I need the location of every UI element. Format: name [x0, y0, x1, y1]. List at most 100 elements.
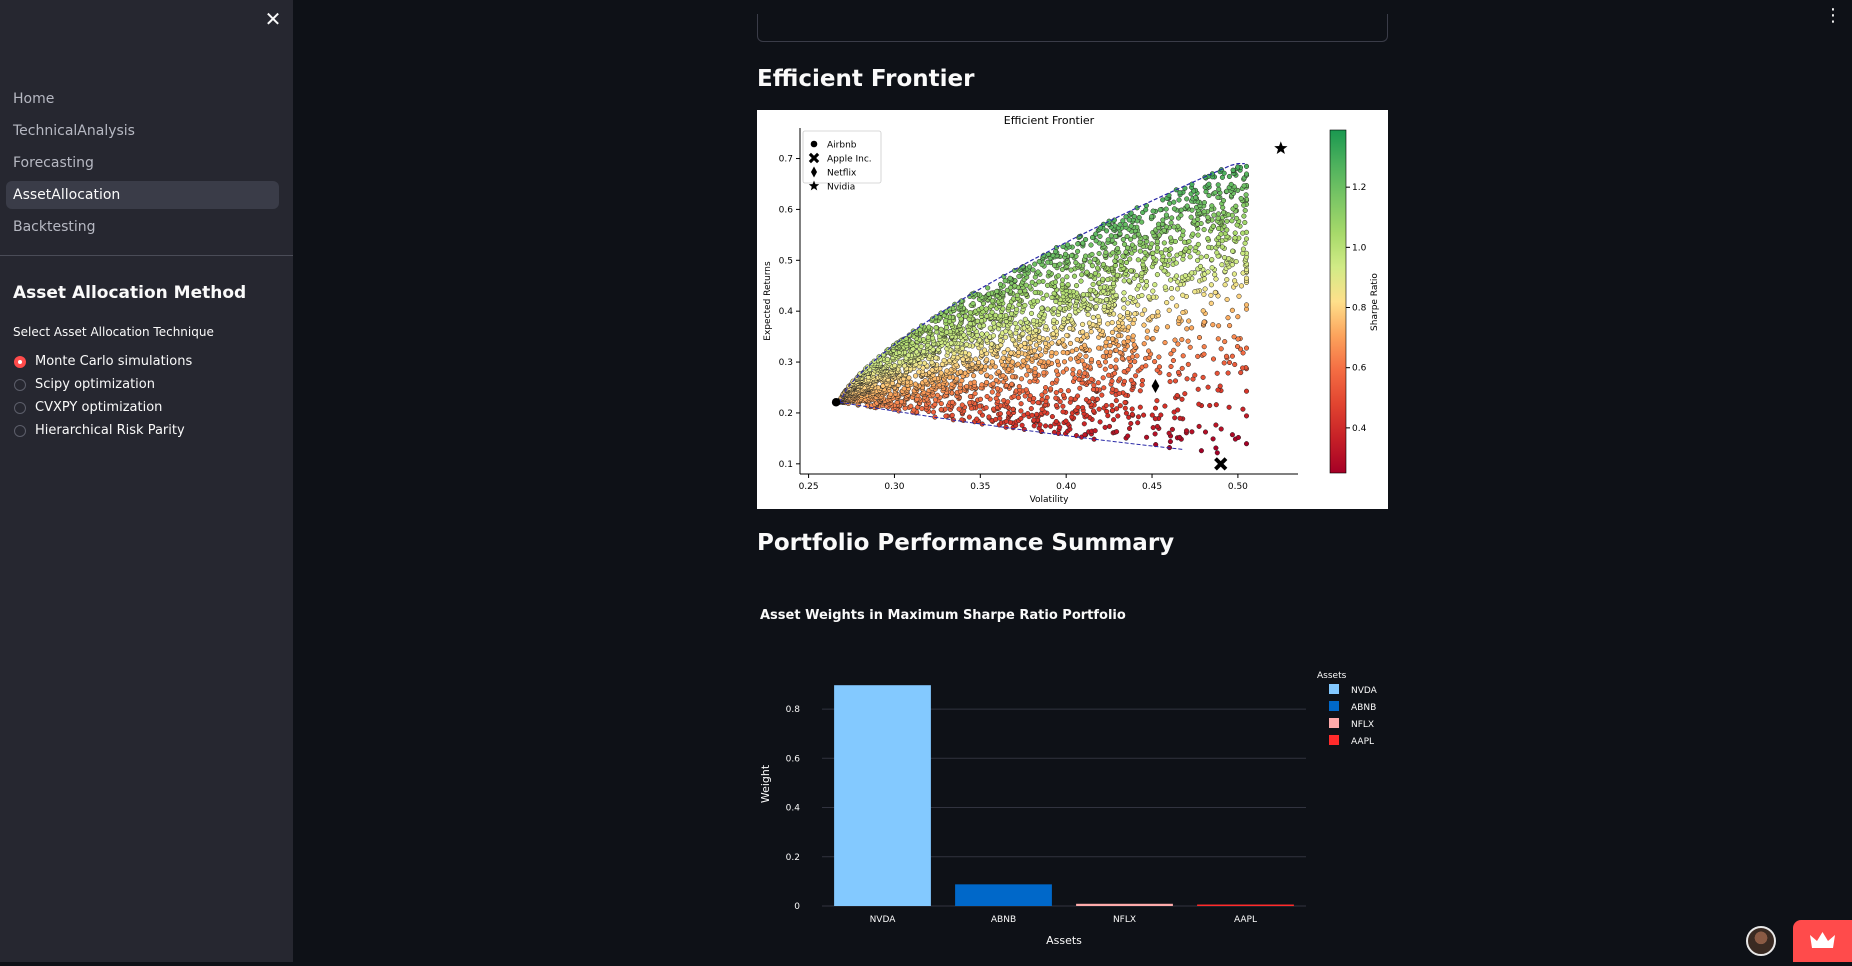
portfolio-point [1025, 411, 1031, 417]
sidebar-item-backtesting[interactable]: Backtesting [13, 219, 96, 235]
close-icon[interactable]: ✕ [264, 7, 282, 31]
portfolio-point [1089, 376, 1095, 382]
portfolio-point [1093, 304, 1099, 310]
radio-cvxpy[interactable]: CVXPY optimization [14, 396, 192, 419]
portfolio-point [1127, 363, 1134, 369]
portfolio-point [1067, 325, 1073, 331]
portfolio-point [1215, 336, 1221, 342]
portfolio-point [906, 375, 912, 381]
portfolio-point [1108, 233, 1114, 239]
x-tick-label: NFLX [1113, 915, 1136, 925]
portfolio-point [1168, 235, 1174, 241]
portfolio-point [1162, 340, 1168, 346]
portfolio-point [1121, 278, 1127, 284]
portfolio-point [1039, 406, 1045, 412]
portfolio-point [1110, 250, 1116, 256]
portfolio-point [1229, 218, 1235, 224]
more-vert-icon[interactable]: ⋮ [1824, 5, 1842, 26]
portfolio-point [1101, 385, 1107, 391]
portfolio-point [1131, 213, 1137, 220]
y-axis-label: Weight [759, 764, 772, 803]
portfolio-point [1146, 294, 1152, 300]
portfolio-point [1065, 388, 1071, 394]
portfolio-point [1224, 296, 1230, 303]
portfolio-point [1033, 342, 1039, 348]
portfolio-point [1020, 331, 1026, 337]
portfolio-point [1064, 274, 1070, 280]
portfolio-point [1103, 297, 1109, 303]
portfolio-point [1078, 278, 1084, 284]
portfolio-point [1168, 277, 1174, 283]
portfolio-point [986, 291, 992, 297]
portfolio-point [1096, 345, 1102, 351]
portfolio-point [1238, 283, 1245, 289]
portfolio-point [1058, 388, 1064, 394]
portfolio-point [1196, 334, 1203, 341]
sidebar-item-technical-analysis[interactable]: TechnicalAnalysis [13, 123, 135, 139]
portfolio-point [1154, 325, 1160, 331]
portfolio-point [1139, 270, 1145, 276]
portfolio-point [1081, 362, 1087, 368]
portfolio-point [1121, 241, 1128, 247]
portfolio-point [926, 324, 932, 330]
portfolio-point [1184, 196, 1190, 202]
portfolio-point [1229, 212, 1235, 218]
portfolio-point [1217, 383, 1223, 389]
portfolio-point [1106, 372, 1112, 378]
portfolio-point [1177, 415, 1183, 421]
portfolio-point [1172, 415, 1178, 421]
portfolio-point [1156, 364, 1163, 370]
radio-scipy[interactable]: Scipy optimization [14, 373, 192, 396]
portfolio-point [1021, 426, 1027, 432]
portfolio-point [1040, 295, 1046, 302]
portfolio-point [1130, 333, 1136, 339]
portfolio-point [1115, 245, 1121, 251]
sidebar-item-asset-allocation[interactable]: AssetAllocation [6, 181, 279, 209]
portfolio-point [961, 332, 967, 338]
portfolio-point [1157, 207, 1163, 213]
portfolio-point [1135, 420, 1141, 426]
portfolio-point [1186, 238, 1192, 244]
portfolio-point [1049, 349, 1055, 356]
simulated-portfolios [836, 163, 1250, 456]
portfolio-point [1142, 250, 1148, 256]
portfolio-point [984, 372, 990, 378]
radio-hrp[interactable]: Hierarchical Risk Parity [14, 419, 192, 442]
portfolio-point [1143, 207, 1149, 213]
portfolio-point [1213, 422, 1219, 428]
portfolio-point [1105, 335, 1111, 342]
sidebar-item-forecasting[interactable]: Forecasting [13, 155, 94, 171]
portfolio-point [1154, 423, 1160, 430]
portfolio-point [1060, 392, 1067, 398]
portfolio-point [1185, 361, 1191, 367]
portfolio-point [1187, 254, 1193, 260]
legend-swatch [1329, 701, 1339, 711]
portfolio-point [1238, 195, 1244, 202]
portfolio-point [1057, 261, 1063, 267]
portfolio-point [1128, 210, 1134, 216]
scatter-legend: Airbnb Apple Inc. Netflix Nvidia [802, 130, 882, 193]
crown-button[interactable] [1793, 920, 1852, 962]
portfolio-point [949, 399, 955, 405]
avatar[interactable] [1746, 926, 1776, 956]
portfolio-point [943, 413, 949, 419]
portfolio-point [1154, 398, 1160, 404]
portfolio-point [1054, 377, 1060, 383]
sidebar-item-home[interactable]: Home [13, 91, 55, 107]
portfolio-point [1141, 322, 1147, 328]
portfolio-point [1082, 432, 1088, 438]
portfolio-point [1120, 236, 1126, 243]
portfolio-point [1152, 431, 1158, 437]
portfolio-point [1088, 329, 1094, 335]
radio-monte-carlo[interactable]: Monte Carlo simulations [14, 350, 192, 373]
portfolio-point [1150, 335, 1156, 342]
portfolio-point [1226, 404, 1232, 410]
portfolio-point [966, 414, 972, 420]
portfolio-point [1167, 379, 1173, 385]
portfolio-point [1012, 320, 1018, 326]
portfolio-point [1216, 186, 1222, 192]
portfolio-point [1146, 348, 1152, 354]
portfolio-point [1053, 368, 1060, 374]
portfolio-point [1182, 185, 1188, 191]
portfolio-point [1083, 397, 1089, 403]
